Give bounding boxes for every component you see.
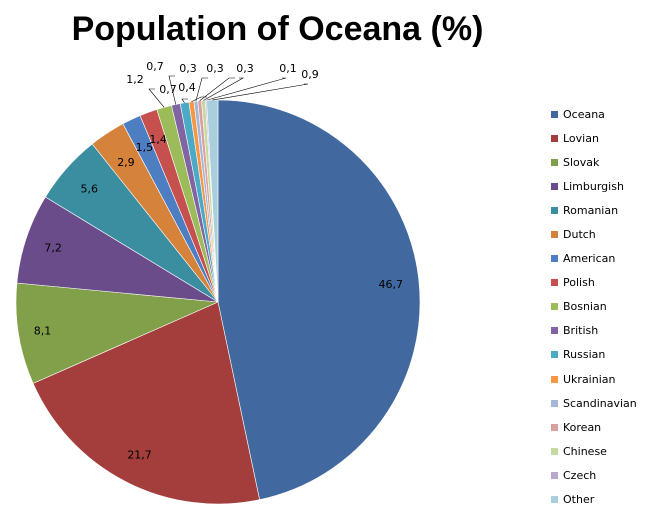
legend-item-polish: Polish xyxy=(551,271,651,295)
legend-swatch xyxy=(551,423,558,431)
pie-slice-lovian xyxy=(32,301,260,505)
legend-swatch xyxy=(551,303,558,311)
legend-item-romanian: Romanian xyxy=(551,198,651,222)
leader-line-chinese xyxy=(203,77,245,101)
legend-item-czech: Czech xyxy=(551,463,651,487)
legend-label: Oceana xyxy=(563,107,605,121)
legend-swatch xyxy=(551,206,558,214)
legend-swatch xyxy=(551,255,558,263)
leader-line-korean xyxy=(199,77,235,102)
data-label-russian: 0,7 xyxy=(159,83,177,96)
legend-swatch xyxy=(551,351,558,359)
data-label-bosnian: 1,2 xyxy=(126,73,144,86)
data-label-polish: 1,4 xyxy=(149,133,167,146)
legend-item-russian: Russian xyxy=(551,343,651,367)
data-label-oceana: 46,7 xyxy=(379,278,404,291)
leader-line-scandinavian xyxy=(195,77,208,102)
legend-item-limburgish: Limburgish xyxy=(551,174,651,198)
chart-legend: Oceana Lovian Slovak Limburgish Romanian Dutc… xyxy=(551,102,651,512)
legend-label: Czech xyxy=(563,468,597,482)
legend-swatch xyxy=(551,375,558,383)
data-label-scandinavian: 0,3 xyxy=(179,62,197,75)
legend-swatch xyxy=(551,399,558,407)
data-label-chinese: 0,3 xyxy=(236,62,254,75)
data-label-slovak: 8,1 xyxy=(34,324,52,337)
data-label-british: 0,7 xyxy=(146,60,164,73)
legend-item-oceana: Oceana xyxy=(551,102,651,126)
legend-swatch xyxy=(551,327,558,335)
legend-label: Chinese xyxy=(563,444,607,458)
legend-item-dutch: Dutch xyxy=(551,222,651,246)
legend-label: Ukrainian xyxy=(563,372,616,386)
legend-swatch xyxy=(551,134,558,142)
legend-label: Korean xyxy=(563,420,602,434)
data-label-korean: 0,3 xyxy=(206,62,224,75)
chart-title: Population of Oceana (%) xyxy=(71,10,484,48)
legend-item-chinese: Chinese xyxy=(551,439,651,463)
data-label-romanian: 5,6 xyxy=(80,182,98,195)
legend-label: Romanian xyxy=(563,203,619,217)
legend-label: Polish xyxy=(563,276,595,290)
leader-line-czech xyxy=(205,77,287,101)
pie-slice-slovak xyxy=(15,282,220,384)
legend-swatch xyxy=(551,158,558,166)
legend-item-american: American xyxy=(551,247,651,271)
legend-label: Russian xyxy=(563,348,606,362)
legend-swatch xyxy=(551,110,558,118)
legend-item-other: Other xyxy=(551,488,651,512)
legend-label: Scandinavian xyxy=(563,396,637,410)
legend-swatch xyxy=(551,496,558,504)
legend-label: Slovak xyxy=(563,155,600,169)
legend-label: Limburgish xyxy=(563,179,624,193)
legend-swatch xyxy=(551,279,558,287)
legend-item-korean: Korean xyxy=(551,415,651,439)
data-label-czech: 0,1 xyxy=(279,62,297,75)
data-label-other: 0,9 xyxy=(301,68,319,81)
legend-label: American xyxy=(563,252,616,266)
leader-line-bosnian xyxy=(148,88,165,108)
legend-item-scandinavian: Scandinavian xyxy=(551,391,651,415)
data-label-ukrainian: 0,4 xyxy=(178,81,196,94)
legend-item-bosnian: Bosnian xyxy=(551,295,651,319)
legend-swatch xyxy=(551,182,558,190)
legend-item-ukrainian: Ukrainian xyxy=(551,367,651,391)
legend-swatch xyxy=(551,471,558,479)
leader-line-russian xyxy=(181,98,188,103)
data-label-limburgish: 7,2 xyxy=(44,241,62,254)
legend-label: British xyxy=(563,324,599,338)
legend-label: Other xyxy=(563,493,595,507)
legend-label: Dutch xyxy=(563,228,596,242)
pie-slice-oceana xyxy=(217,99,421,501)
pie-slice-other xyxy=(206,99,219,303)
data-label-lovian: 21,7 xyxy=(127,449,152,462)
legend-swatch xyxy=(551,231,558,239)
legend-item-slovak: Slovak xyxy=(551,150,651,174)
legend-item-british: British xyxy=(551,319,651,343)
legend-item-lovian: Lovian xyxy=(551,126,651,150)
data-label-american: 1,5 xyxy=(136,141,154,154)
data-label-dutch: 2,9 xyxy=(117,156,135,169)
leader-line-other xyxy=(212,83,309,101)
legend-label: Lovian xyxy=(563,131,599,145)
leader-line-british xyxy=(168,75,177,105)
legend-swatch xyxy=(551,447,558,455)
legend-label: Bosnian xyxy=(563,300,607,314)
